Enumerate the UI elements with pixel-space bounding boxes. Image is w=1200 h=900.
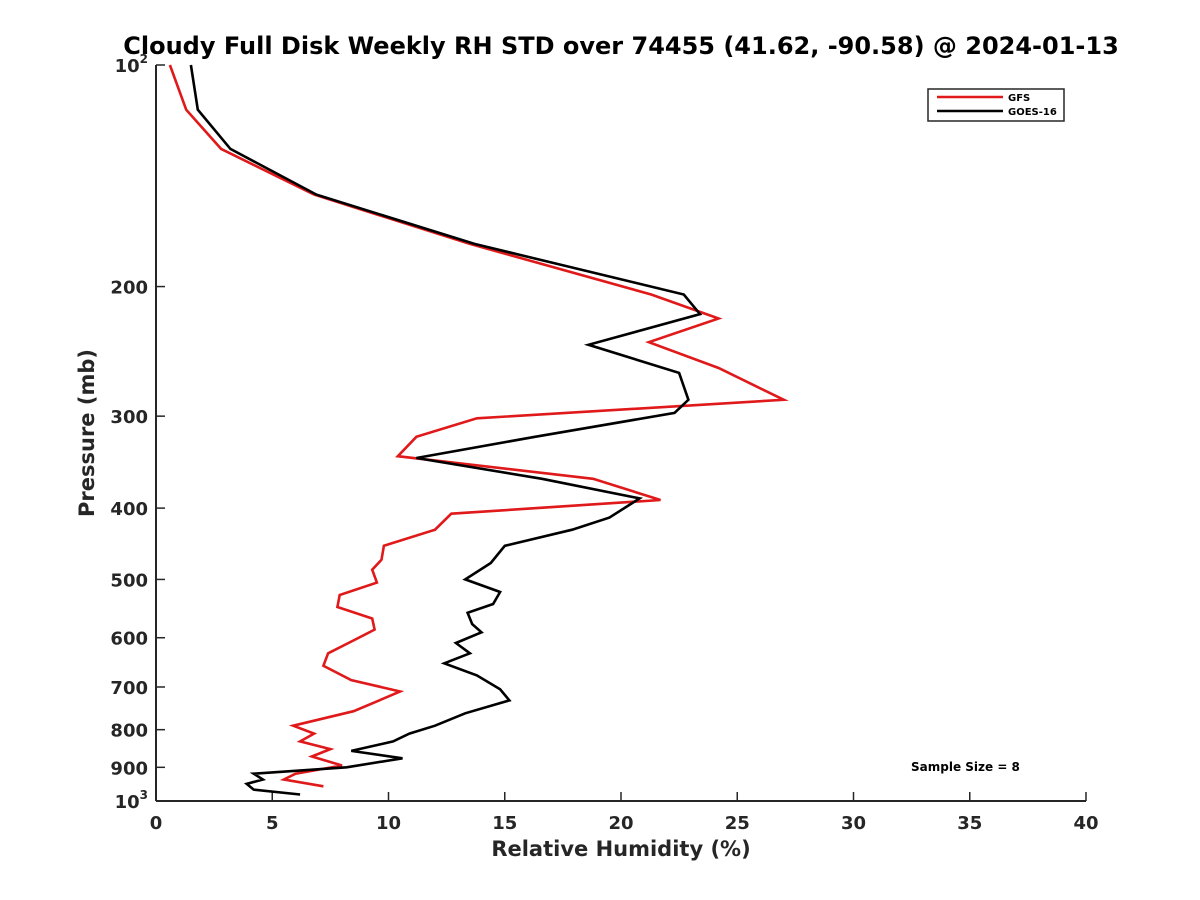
y-tick-label: 102 [115, 52, 148, 77]
y-axis-label: Pressure (mb) [75, 349, 99, 517]
x-tick-label: 30 [841, 813, 866, 834]
x-axis-label: Relative Humidity (%) [491, 837, 750, 861]
y-tick-label: 500 [110, 570, 148, 591]
y-tick-label: 700 [110, 678, 148, 699]
y-tick-label: 800 [110, 721, 148, 742]
y-tick-base: 10 [115, 792, 140, 813]
y-tick-label: 300 [110, 407, 148, 428]
x-tick-label: 10 [376, 813, 401, 834]
y-tick-label: 200 [110, 278, 148, 299]
x-tick-label: 35 [957, 813, 982, 834]
x-tick-label: 25 [725, 813, 750, 834]
y-tick-exponent: 3 [140, 788, 148, 802]
series-line-goes16 [189, 64, 703, 796]
x-tick-label: 5 [266, 813, 279, 834]
y-tick-exponent: 2 [140, 52, 148, 66]
y-tick-label: 900 [110, 758, 148, 779]
sample-size-annotation: Sample Size = 8 [911, 760, 1020, 774]
legend-label-gfs: GFS [1008, 93, 1030, 104]
legend-box [927, 88, 1065, 122]
y-tick-base: 10 [115, 56, 140, 77]
x-tick-label: 20 [608, 813, 633, 834]
x-tick-label: 15 [492, 813, 517, 834]
chart-title: Cloudy Full Disk Weekly RH STD over 7445… [123, 32, 1119, 60]
legend: GFS GOES-16 [927, 88, 1065, 122]
legend-label-goes16: GOES-16 [1008, 107, 1057, 118]
series-lines [168, 64, 789, 796]
plot-area [155, 65, 1086, 802]
x-axis-ticks: 0 5 10 15 20 25 30 35 40 [150, 792, 1099, 834]
series-line-gfs [168, 64, 789, 788]
x-tick-label: 40 [1073, 813, 1098, 834]
x-tick-label: 0 [150, 813, 163, 834]
y-tick-label: 400 [110, 499, 148, 520]
y-tick-label: 103 [115, 788, 148, 813]
y-tick-label: 600 [110, 629, 148, 650]
